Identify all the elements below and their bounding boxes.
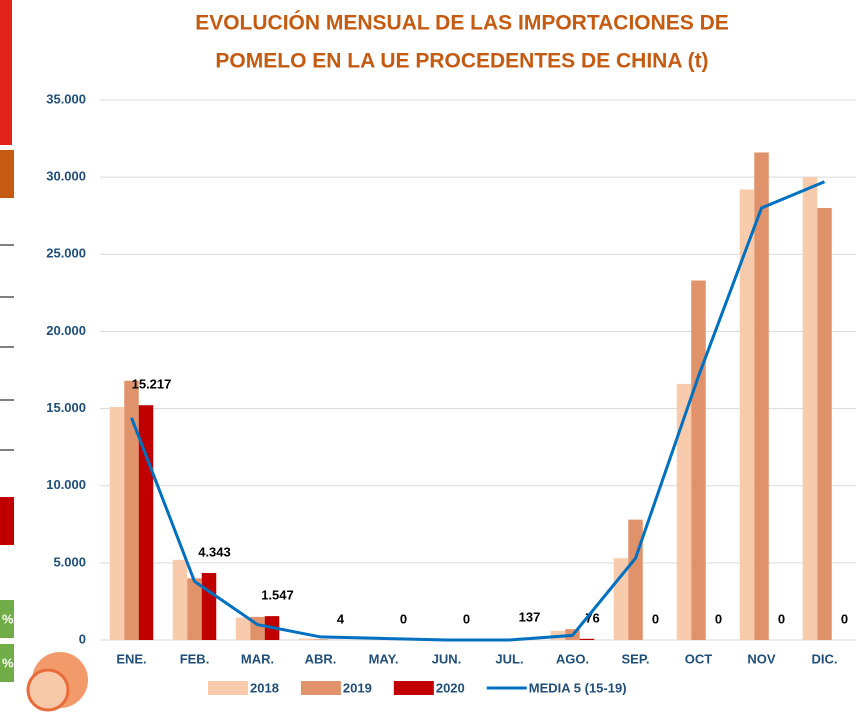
chart-title: EVOLUCIÓN MENSUAL DE LAS IMPORTACIONES D… bbox=[195, 11, 729, 35]
y-tick-label: 35.000 bbox=[46, 91, 86, 106]
y-tick-label: 15.000 bbox=[46, 400, 86, 415]
x-tick-label: OCT bbox=[685, 651, 713, 666]
data-label: 137 bbox=[519, 609, 541, 624]
bar bbox=[817, 208, 832, 640]
y-tick-label: 25.000 bbox=[46, 246, 86, 261]
side-panel bbox=[0, 150, 14, 198]
legend-swatch bbox=[208, 681, 248, 695]
bar bbox=[187, 578, 202, 640]
y-tick-label: 5.000 bbox=[53, 554, 86, 569]
data-label: 4 bbox=[337, 611, 345, 626]
x-tick-label: JUN. bbox=[432, 651, 462, 666]
bar bbox=[628, 520, 643, 640]
bar bbox=[173, 560, 188, 640]
legend-swatch bbox=[394, 681, 434, 695]
bar bbox=[313, 639, 328, 640]
bar bbox=[803, 177, 818, 640]
legend-label: 2019 bbox=[343, 680, 372, 695]
data-label: 0 bbox=[841, 611, 848, 626]
legend-swatch bbox=[301, 681, 341, 695]
data-label: 0 bbox=[652, 611, 659, 626]
x-tick-label: JUL. bbox=[495, 651, 523, 666]
y-tick-label: 30.000 bbox=[46, 169, 86, 184]
bar bbox=[202, 573, 217, 640]
side-label: % bbox=[2, 611, 14, 626]
chart-title: POMELO EN LA UE PROCEDENTES DE CHINA (t) bbox=[215, 50, 708, 73]
x-tick-label: FEB. bbox=[180, 651, 210, 666]
data-label: 0 bbox=[463, 611, 470, 626]
x-tick-label: MAR. bbox=[241, 651, 274, 666]
bar bbox=[580, 639, 595, 640]
y-tick-label: 0 bbox=[79, 631, 86, 646]
legend-label: 2020 bbox=[436, 680, 465, 695]
side-label: % bbox=[2, 655, 14, 670]
y-tick-label: 10.000 bbox=[46, 477, 86, 492]
x-tick-label: NOV bbox=[747, 651, 776, 666]
data-label: 15.217 bbox=[132, 377, 172, 392]
side-panel bbox=[0, 497, 14, 545]
data-label: 0 bbox=[400, 611, 407, 626]
chart: % % EVOLUCIÓN MENSUAL DE LAS IMPORTACION… bbox=[0, 0, 864, 725]
x-tick-label: AGO. bbox=[556, 651, 589, 666]
x-tick-label: ENE. bbox=[116, 651, 146, 666]
legend-label: 2018 bbox=[250, 680, 279, 695]
bar bbox=[691, 281, 706, 640]
legend-label: MEDIA 5 (15-19) bbox=[529, 680, 627, 695]
grapefruit-icon bbox=[28, 670, 68, 710]
x-tick-label: DIC. bbox=[812, 651, 838, 666]
x-tick-label: ABR. bbox=[305, 651, 337, 666]
side-panel bbox=[0, 0, 12, 145]
bar bbox=[299, 638, 314, 640]
bar bbox=[236, 618, 251, 640]
line bbox=[132, 182, 825, 640]
data-label: 4.343 bbox=[198, 544, 231, 559]
data-label: 0 bbox=[715, 611, 722, 626]
x-tick-label: MAY. bbox=[369, 651, 399, 666]
data-label: 1.547 bbox=[261, 588, 294, 603]
data-label: 0 bbox=[778, 611, 785, 626]
y-tick-label: 20.000 bbox=[46, 323, 86, 338]
bar bbox=[110, 407, 125, 640]
x-tick-label: SEP. bbox=[622, 651, 650, 666]
